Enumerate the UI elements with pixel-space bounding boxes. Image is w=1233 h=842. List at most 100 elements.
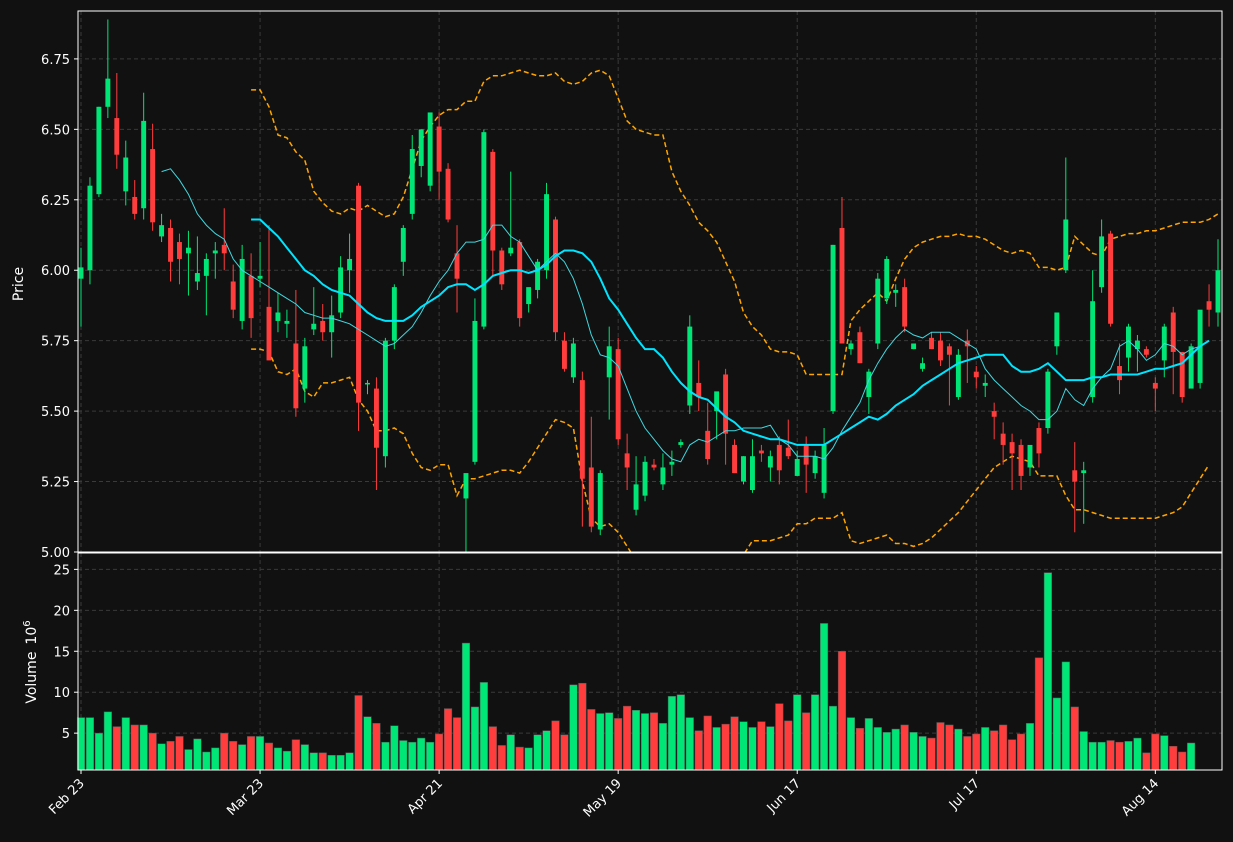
volume-bar	[578, 682, 587, 771]
candle-body	[338, 267, 344, 313]
candle-body	[767, 456, 773, 468]
volume-bar	[273, 747, 283, 771]
volume-bar	[828, 705, 838, 771]
volume-bar	[587, 709, 596, 771]
volume-bar	[891, 728, 900, 771]
price-tick-label: 5.50	[41, 405, 70, 420]
candle-body	[1018, 444, 1024, 476]
volume-bar	[1052, 697, 1061, 771]
volume-bar	[345, 752, 354, 771]
candle-body	[741, 456, 746, 482]
volume-bar	[945, 724, 954, 771]
volume-bar	[488, 726, 497, 771]
volume-bar	[220, 732, 229, 771]
candle-body	[1126, 326, 1131, 358]
price-tick-label: 6.00	[41, 264, 70, 279]
date-tick-label: Jul 17	[946, 776, 983, 813]
volume-bar	[972, 733, 981, 771]
candle-body	[1072, 470, 1078, 482]
candle-body	[749, 456, 755, 491]
candle-body	[705, 430, 711, 460]
candle-body	[490, 151, 496, 251]
volume-bar	[999, 724, 1008, 771]
volume-bar	[408, 741, 417, 771]
volume-grid	[78, 553, 1222, 770]
volume-bar	[399, 740, 408, 771]
volume-bar	[1124, 741, 1133, 771]
candle-body	[221, 244, 227, 254]
candle-body	[794, 459, 800, 476]
volume-bar	[157, 743, 166, 771]
candle-body	[481, 132, 487, 327]
volume-tick-label: 20	[53, 604, 70, 619]
sma10-line	[161, 168, 1210, 463]
volume-bar	[1169, 746, 1178, 771]
price-tick-label: 5.25	[41, 476, 70, 491]
volume-bar	[318, 752, 327, 771]
candle-body	[1134, 340, 1140, 350]
candle-body	[696, 382, 702, 398]
volume-bar	[596, 713, 605, 771]
candle-body	[803, 444, 809, 465]
volume-bar	[85, 717, 95, 771]
volume-bar	[739, 721, 748, 771]
candle-body	[230, 281, 236, 310]
volume-axis-exp: 6	[22, 620, 33, 626]
volume-bar	[390, 725, 399, 771]
candle-body	[570, 343, 576, 378]
volume-bar	[882, 732, 891, 771]
candle-body	[597, 473, 603, 530]
volume-bar	[470, 706, 479, 771]
volume-bar	[1070, 706, 1079, 771]
volume-tick-label: 15	[53, 645, 70, 660]
volume-bar	[166, 741, 175, 771]
volume-bar	[1088, 741, 1097, 771]
candle-body	[168, 227, 173, 262]
candle-body	[821, 444, 827, 493]
candle-body	[87, 185, 93, 271]
volume-bar	[1160, 735, 1169, 771]
volume-bar	[381, 741, 390, 771]
candle-body	[445, 168, 451, 220]
volume-bar	[918, 736, 927, 771]
candle-body	[830, 244, 836, 412]
volume-tick-label: 10	[53, 686, 70, 701]
candle-body	[785, 447, 791, 457]
candle-body	[302, 346, 308, 389]
volume-bar	[990, 730, 999, 771]
candle-body	[123, 157, 129, 192]
candle-body	[275, 312, 281, 321]
candle-body	[561, 340, 567, 369]
volume-bar	[291, 739, 300, 771]
volume-bar	[327, 755, 336, 771]
volume-bar	[694, 730, 703, 771]
price-tick-label: 6.25	[41, 194, 70, 209]
volume-bar	[909, 732, 918, 771]
volume-axis-exp-base: 10	[24, 627, 40, 645]
volume-bar	[256, 736, 265, 771]
volume-bar	[1142, 752, 1151, 771]
candle-body	[347, 258, 353, 271]
volume-bar	[309, 752, 318, 771]
volume-bar	[1034, 657, 1043, 771]
volume-bar	[1097, 741, 1106, 771]
date-tick-label: Jun 17	[764, 776, 804, 816]
candle-body	[248, 275, 254, 319]
candle-body	[284, 320, 290, 324]
candle-body	[1054, 312, 1060, 347]
volume-bar	[479, 682, 488, 771]
volume-bar	[354, 695, 363, 771]
candle-body	[517, 242, 523, 319]
candle-body	[400, 227, 406, 262]
candle-body	[436, 126, 442, 172]
candle-body	[141, 120, 147, 209]
volume-bar	[184, 749, 193, 771]
candle-body	[911, 343, 917, 350]
candle-body	[946, 346, 952, 355]
candle-body	[391, 287, 397, 341]
volume-bar	[667, 696, 676, 771]
price-panel-frame	[77, 10, 1223, 553]
volume-bar	[676, 694, 685, 771]
volume-bar	[282, 750, 291, 771]
price-tick-label: 6.50	[41, 123, 70, 138]
